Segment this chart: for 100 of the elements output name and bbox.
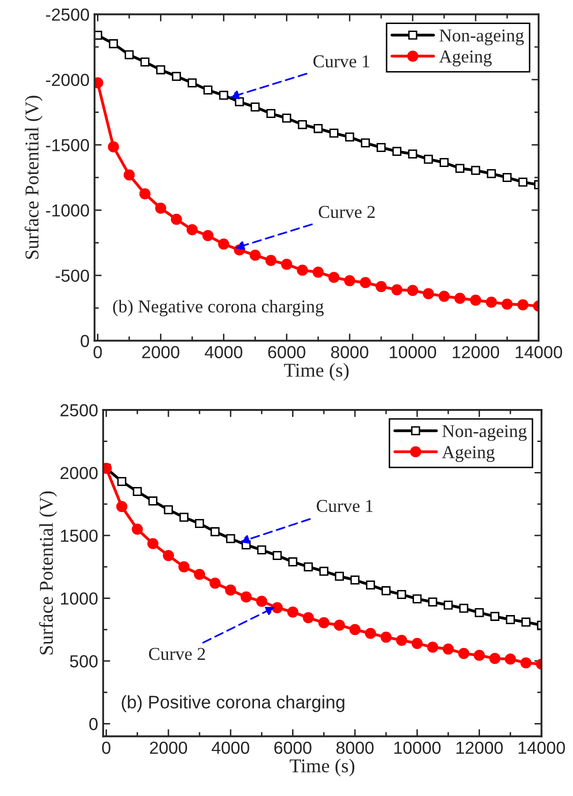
point xyxy=(454,292,466,304)
point xyxy=(504,654,516,665)
x-tick-label: 6000 xyxy=(268,346,306,358)
point xyxy=(328,272,340,283)
point xyxy=(458,648,470,660)
point xyxy=(256,596,268,607)
y-tick-label: 1500 xyxy=(60,530,98,542)
point xyxy=(117,476,126,486)
point xyxy=(518,178,528,187)
point xyxy=(486,296,497,308)
point xyxy=(440,158,449,168)
point xyxy=(506,615,515,624)
x-tick-label: 10000 xyxy=(390,346,436,358)
annotation: (b) Negative corona charging xyxy=(113,300,324,316)
x-tick-label: 8000 xyxy=(336,742,374,754)
point xyxy=(329,128,338,138)
point xyxy=(179,512,188,522)
x-tick-label: 14000 xyxy=(518,742,565,754)
point xyxy=(438,290,450,302)
point xyxy=(108,141,119,152)
annotation: Curve 1 xyxy=(313,55,370,68)
point xyxy=(521,618,530,627)
point xyxy=(334,620,345,631)
point xyxy=(412,638,423,649)
y-tick-label: 1000 xyxy=(60,592,98,605)
x-tick-label: 12000 xyxy=(452,346,500,358)
point xyxy=(281,258,292,270)
point xyxy=(296,264,308,276)
y-tick-label: -2000 xyxy=(46,74,90,86)
point xyxy=(219,90,228,100)
point xyxy=(408,149,418,159)
point xyxy=(412,594,422,604)
point xyxy=(517,299,528,310)
point xyxy=(470,294,482,306)
point xyxy=(428,597,438,607)
point xyxy=(164,505,173,514)
point xyxy=(345,132,354,142)
point xyxy=(444,600,453,610)
point xyxy=(312,266,324,278)
point xyxy=(178,561,190,572)
annotation: Curve 1 xyxy=(316,500,373,512)
point xyxy=(459,604,468,613)
point xyxy=(314,124,323,134)
legend-label: Non-ageing xyxy=(439,29,524,46)
point xyxy=(427,642,438,653)
point xyxy=(266,109,276,118)
point xyxy=(170,214,182,225)
y-tick-label: 2000 xyxy=(60,466,98,480)
point xyxy=(349,624,361,636)
point xyxy=(272,551,282,560)
x-tick-label: 8000 xyxy=(331,346,368,358)
annotation: (b) Positive corona charging xyxy=(122,695,344,712)
legend-label: Non-ageing xyxy=(442,425,527,441)
point xyxy=(376,142,386,152)
point xyxy=(257,545,266,554)
point xyxy=(471,166,480,175)
point xyxy=(344,275,356,286)
y-tick-label: 2500 xyxy=(60,404,98,416)
point xyxy=(318,617,330,628)
point xyxy=(489,652,500,664)
point xyxy=(282,114,292,123)
point xyxy=(108,39,118,48)
point xyxy=(364,628,376,639)
point xyxy=(124,169,135,180)
point xyxy=(265,254,276,266)
point xyxy=(360,277,371,288)
point xyxy=(422,288,434,300)
y-tick-label: 0 xyxy=(80,334,90,348)
point xyxy=(392,146,402,156)
point xyxy=(147,538,158,550)
point xyxy=(250,250,261,261)
x-tick-label: 6000 xyxy=(274,742,312,754)
point xyxy=(234,97,244,106)
point xyxy=(490,612,500,621)
point xyxy=(188,78,197,88)
point xyxy=(455,164,464,173)
point xyxy=(502,172,512,182)
y-tick-label: -500 xyxy=(56,270,90,282)
point xyxy=(240,591,252,603)
y-tick-label: -1500 xyxy=(46,139,90,152)
point xyxy=(376,280,387,292)
legend-label: Ageing xyxy=(439,50,492,66)
point xyxy=(172,72,181,81)
point xyxy=(226,534,236,544)
point xyxy=(319,566,328,576)
point xyxy=(474,650,485,661)
point xyxy=(124,50,134,60)
x-tick-label: 2000 xyxy=(142,346,180,358)
x-tick-label: 12000 xyxy=(456,742,503,754)
x-tick-label: 10000 xyxy=(394,742,441,754)
point xyxy=(442,644,454,655)
point xyxy=(272,602,283,614)
point xyxy=(298,120,307,130)
point xyxy=(304,562,313,572)
point xyxy=(520,657,532,668)
point xyxy=(288,557,298,566)
y-tick-label: 0 xyxy=(89,718,98,730)
point xyxy=(486,169,496,178)
point xyxy=(350,576,360,585)
point xyxy=(334,572,344,581)
